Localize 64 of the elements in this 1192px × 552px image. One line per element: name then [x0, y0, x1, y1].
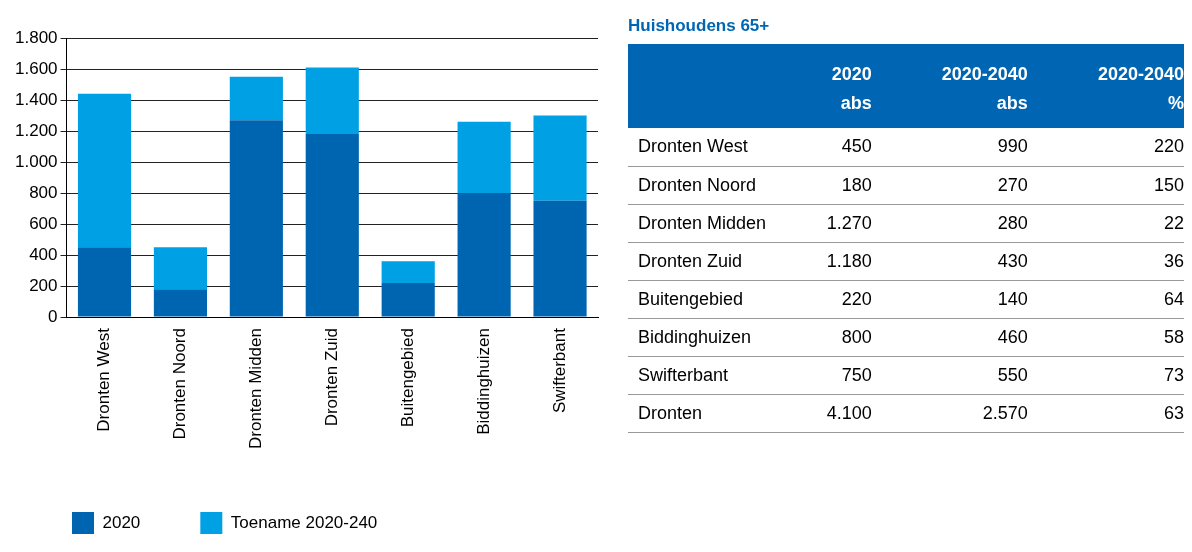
- y-tick-label: 1.400: [14, 89, 58, 109]
- bar: [305, 67, 359, 135]
- data-label: 58: [1162, 325, 1184, 349]
- x-tick-label: Biddinghuizen: [473, 328, 493, 435]
- bar: [77, 93, 132, 248]
- data-label: 4.100: [825, 401, 872, 425]
- data-label: 270: [996, 173, 1028, 197]
- data-label: 64: [1162, 287, 1184, 311]
- category-label: Dronten West: [637, 135, 749, 159]
- x-tick-label: Dronten Zuid: [321, 328, 341, 427]
- y-tick-label: 200: [29, 275, 58, 295]
- bar: [153, 247, 207, 290]
- data-label: 36: [1162, 249, 1184, 273]
- data-label: 140: [996, 287, 1028, 311]
- data-label: 73: [1162, 363, 1184, 387]
- data-label: 22: [1162, 211, 1184, 235]
- data-label: 450: [840, 135, 872, 159]
- data-label: 800: [840, 325, 872, 349]
- x-tick-label: Buitengebied: [397, 328, 417, 428]
- category-label: Dronten Zuid: [637, 249, 744, 273]
- bar: [229, 120, 283, 317]
- bar: [305, 134, 359, 317]
- data-label: 1.180: [825, 249, 872, 273]
- data-label: 180: [840, 173, 872, 197]
- x-tick-label: Swifterbant: [549, 327, 569, 414]
- y-tick-label: 1.000: [14, 151, 58, 171]
- y-tick-label: 1.200: [14, 120, 58, 140]
- category-label: Buitengebied: [637, 287, 745, 311]
- bar: [229, 76, 283, 121]
- bar: [533, 200, 587, 317]
- y-tick-label: 400: [29, 244, 58, 264]
- bar: [381, 282, 435, 317]
- data-label: 460: [996, 325, 1028, 349]
- bar: [457, 193, 511, 317]
- x-tick-label: Dronten West: [94, 327, 114, 432]
- bar: [533, 115, 587, 201]
- y-tick-label: 0: [48, 306, 58, 326]
- data-label: 1.270: [825, 211, 872, 235]
- y-tick-label: 600: [29, 213, 58, 233]
- x-tick-label: Dronten Noord: [170, 328, 190, 440]
- y-tick-label: 1.800: [14, 27, 58, 47]
- data-label: 750: [840, 363, 872, 387]
- bar: [381, 261, 435, 283]
- y-tick-label: 1.600: [14, 58, 58, 78]
- data-label: 2.570: [981, 401, 1028, 425]
- legend-label: Toename 2020-240: [230, 512, 378, 532]
- data-label: 280: [996, 211, 1028, 235]
- data-label: 63: [1162, 401, 1184, 425]
- bar: [153, 289, 207, 317]
- data-label: 550: [996, 363, 1028, 387]
- data-label: 220: [840, 287, 872, 311]
- data-label: 220: [1152, 135, 1184, 159]
- text: Huishoudens 65+: [628, 16, 771, 36]
- legend-label: 2020: [102, 512, 141, 532]
- category-label: Dronten: [637, 401, 704, 425]
- data-label: 150: [1152, 173, 1184, 197]
- y-tick-label: 800: [29, 182, 58, 202]
- category-label: Dronten Noord: [637, 173, 758, 197]
- data-label: 430: [996, 249, 1028, 273]
- bar: [77, 247, 132, 317]
- x-tick-label: Dronten Midden: [246, 328, 266, 450]
- data-label: 990: [996, 135, 1028, 159]
- category-label: Dronten Midden: [637, 211, 768, 235]
- bar: [457, 121, 511, 194]
